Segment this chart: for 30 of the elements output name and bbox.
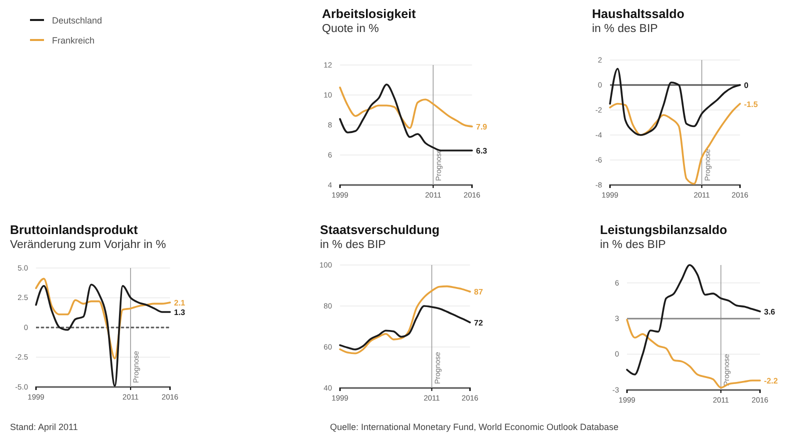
line-series: [35, 284, 171, 387]
text: Stand: April 2011: [10, 422, 78, 432]
chart-subtitle: Quote in %: [322, 23, 379, 35]
legend-label: Frankreich: [52, 36, 95, 46]
line-series: [626, 318, 761, 389]
data-label: 3.6: [764, 307, 776, 316]
data-label: 2.1: [174, 298, 186, 308]
line-series: [609, 68, 741, 136]
chart-title: Staatsverschuldung: [320, 223, 440, 237]
chart-subtitle: in % des BIP: [320, 239, 386, 251]
chart-title: Arbeitslosigkeit: [322, 7, 417, 21]
data-label: 1.3: [174, 308, 186, 318]
data-label: 72: [474, 318, 484, 328]
legend-label: Deutschland: [52, 16, 102, 26]
chart-subtitle: Veränderung zum Vorjahr in %: [10, 239, 166, 251]
line-series: [609, 102, 741, 185]
source-note: Quelle: International Monetary Fund, World Economic Outlook Database: [330, 422, 618, 432]
data-label: 7.9: [476, 122, 488, 132]
chart-title: Bruttoinlandsprodukt: [10, 223, 139, 237]
data-label: -2.2: [764, 376, 778, 386]
line-series: [339, 305, 471, 350]
data-label: 87: [474, 288, 484, 297]
data-label: 0: [744, 81, 749, 90]
data-label: 6.3: [476, 146, 488, 156]
data-label: -1.5: [744, 100, 758, 109]
chart-subtitle: in % des BIP: [600, 239, 666, 251]
chart-title: Haushaltssaldo: [592, 7, 685, 21]
chart-subtitle: in % des BIP: [592, 23, 658, 35]
line-series: [339, 86, 473, 129]
chart-title: Leistungsbilanzsaldo: [600, 223, 728, 237]
